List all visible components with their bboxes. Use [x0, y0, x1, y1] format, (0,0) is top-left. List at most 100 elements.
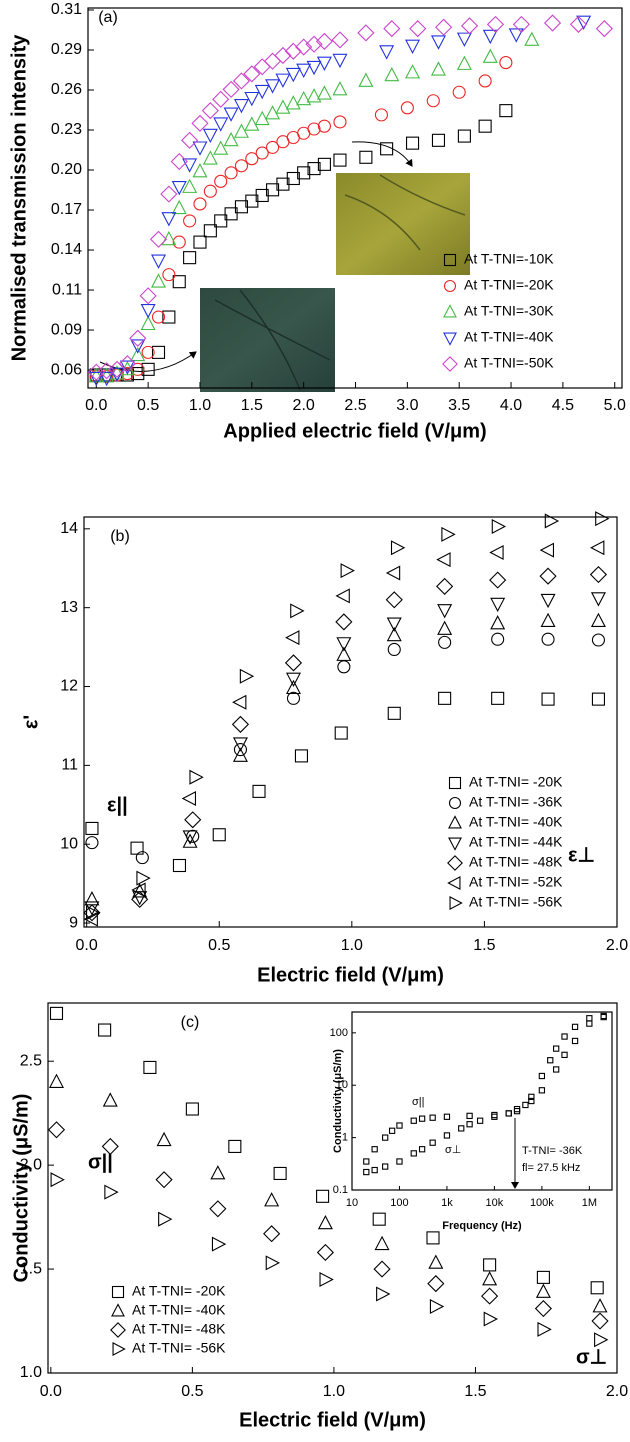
panel-label: (c) — [181, 1014, 200, 1031]
series-label: σ⊥ — [445, 1144, 461, 1156]
x-tick-label: 1.5 — [473, 937, 495, 954]
x-tick-label: 1.0 — [323, 1383, 345, 1400]
data-point — [336, 637, 352, 652]
data-point — [374, 108, 388, 122]
data-point — [317, 1214, 333, 1230]
data-point — [290, 603, 305, 619]
data-point — [182, 158, 198, 173]
data-point — [384, 66, 400, 82]
data-point — [317, 119, 331, 133]
x-tick-label: 1.5 — [241, 397, 263, 414]
data-point — [589, 565, 608, 584]
marker — [111, 1285, 125, 1299]
data-point — [275, 99, 291, 114]
data-point — [387, 706, 401, 720]
y-tick-label: 10 — [60, 835, 78, 852]
data-point — [150, 273, 167, 288]
data-point — [214, 214, 228, 228]
data-point — [233, 99, 249, 114]
data-point — [385, 591, 403, 609]
data-point — [254, 110, 270, 126]
data-point — [182, 833, 198, 848]
data-point — [429, 1114, 436, 1121]
data-point — [430, 61, 446, 76]
data-point — [591, 633, 605, 647]
data-point — [490, 615, 506, 630]
data-point — [232, 694, 247, 710]
data-point — [151, 345, 166, 359]
data-point — [486, 15, 505, 33]
x-tick-label: 2.0 — [293, 397, 315, 414]
data-point — [390, 540, 406, 556]
data-point — [590, 612, 606, 628]
data-point — [295, 38, 313, 56]
data-point — [315, 32, 333, 50]
marker — [443, 279, 457, 293]
data-point — [437, 604, 453, 619]
data-point — [385, 565, 401, 581]
data-point — [222, 80, 240, 99]
data-point — [524, 31, 540, 46]
data-point — [203, 224, 217, 238]
data-point — [266, 140, 280, 154]
data-point — [141, 345, 155, 359]
plot-frame — [87, 7, 623, 389]
y-tick-label: 0.17 — [51, 201, 82, 218]
data-point — [405, 39, 421, 54]
data-point — [212, 828, 226, 842]
data-point — [491, 518, 507, 534]
data-point — [284, 654, 303, 672]
data-point — [191, 114, 209, 132]
data-point — [436, 552, 451, 568]
data-point — [594, 1332, 609, 1348]
data-point — [130, 841, 144, 855]
data-point — [410, 1117, 417, 1124]
data-point — [193, 197, 207, 211]
data-point — [88, 368, 104, 383]
data-point — [481, 1287, 499, 1305]
data-point — [387, 642, 401, 657]
legend-label: At T-TNI=-10K — [464, 251, 554, 267]
data-point — [316, 1243, 335, 1262]
data-point — [50, 1172, 65, 1188]
data-point — [316, 1189, 330, 1203]
x-tick-label: 0.0 — [85, 397, 107, 414]
legend-label: At T-TNI= -40K — [132, 1302, 226, 1318]
data-point — [172, 235, 186, 249]
data-point — [158, 1211, 173, 1227]
data-point — [84, 891, 100, 906]
data-point — [265, 79, 281, 94]
marker — [110, 1322, 126, 1338]
data-point — [140, 315, 156, 331]
marker — [448, 776, 462, 790]
data-point — [224, 166, 238, 180]
data-point — [418, 1146, 426, 1153]
x-tick-label: 3.0 — [396, 397, 418, 414]
data-point — [286, 691, 301, 705]
data-point — [83, 911, 98, 927]
data-point — [307, 162, 321, 176]
y-tick-label: 11 — [61, 757, 78, 774]
y-tick-label: 10 — [336, 1079, 348, 1091]
data-point — [443, 1132, 451, 1139]
data-point — [540, 593, 556, 609]
y-tick-label: 0.31 — [51, 1, 82, 18]
legend-label: At T-TNI= -56K — [469, 894, 563, 910]
data-point — [223, 131, 239, 147]
data-point — [535, 1283, 551, 1298]
data-point — [358, 72, 374, 87]
marker — [447, 876, 461, 890]
data-point — [98, 1023, 112, 1037]
marker — [111, 1303, 125, 1317]
data-point — [538, 1087, 546, 1094]
data-point — [436, 577, 454, 595]
data-point — [192, 163, 208, 178]
data-point — [590, 1281, 604, 1295]
data-point — [382, 1134, 389, 1141]
x-tick-label: 1.5 — [464, 1383, 486, 1400]
y-tick-label: 2.0 — [20, 1156, 42, 1173]
data-point — [428, 1254, 444, 1269]
x-axis-label: Applied electric field (V/μm) — [223, 420, 486, 442]
data-point — [316, 56, 332, 71]
x-tick-label: 0.5 — [181, 1383, 203, 1400]
